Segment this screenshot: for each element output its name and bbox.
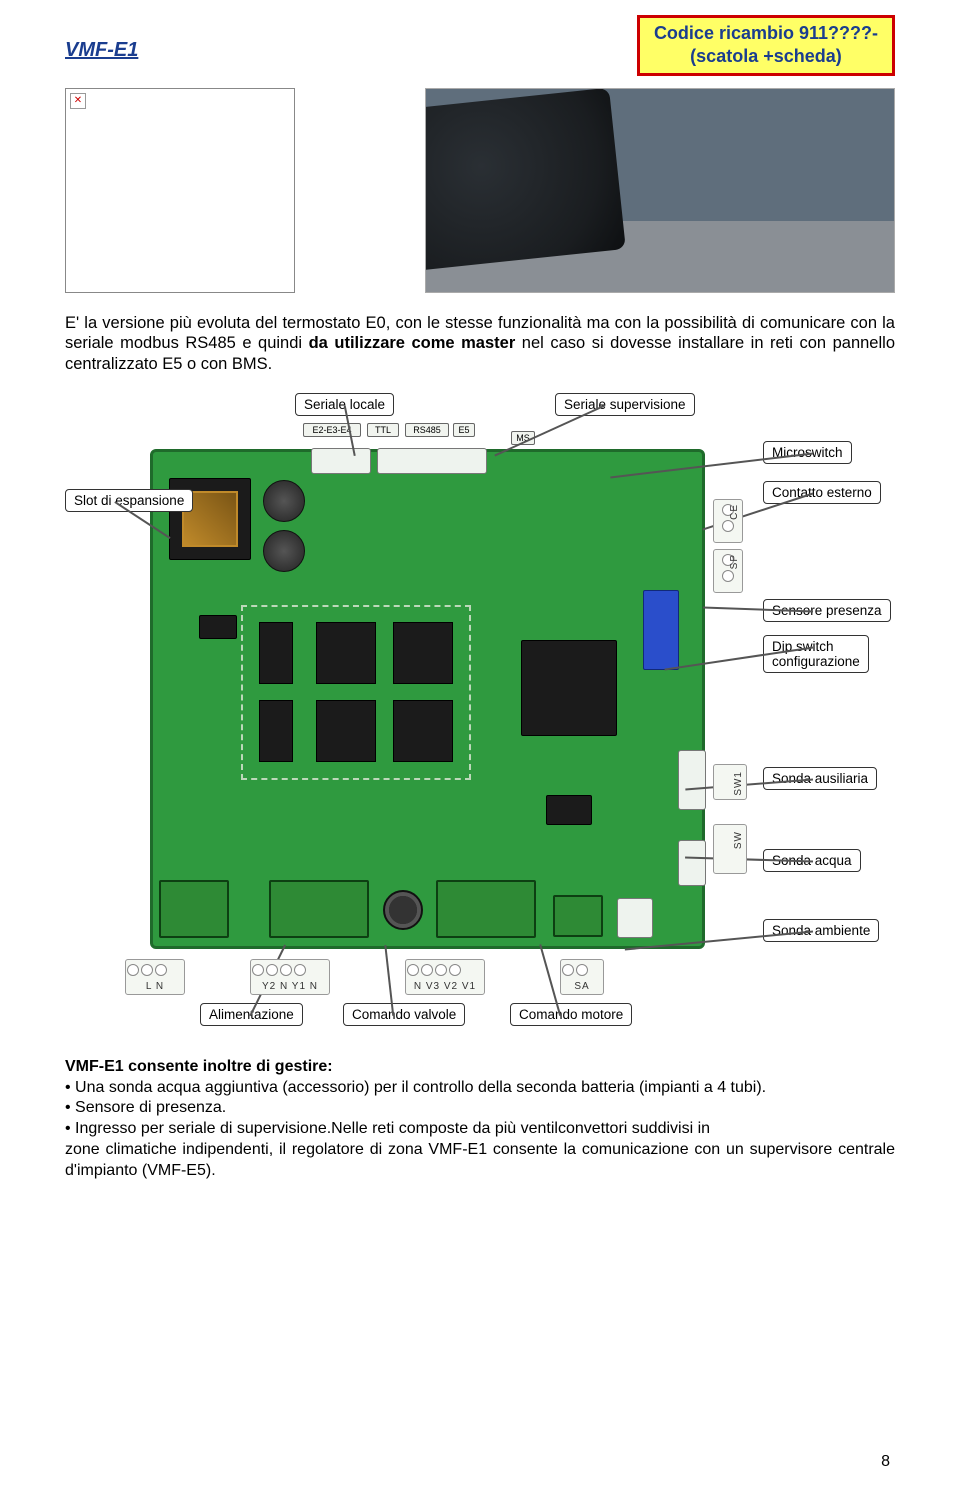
- small-ic-1: [199, 615, 237, 639]
- tail-paragraph: zone climatiche indipendenti, il regolat…: [65, 1140, 895, 1182]
- conn-ambient: [617, 898, 653, 938]
- product-photo-box-right: [425, 88, 895, 293]
- small-ic-2: [546, 795, 592, 825]
- board-callout-label: Sonda ausiliaria: [763, 767, 877, 790]
- board-callout-label: Microswitch: [763, 441, 852, 464]
- pin-header-4: [316, 700, 376, 762]
- pcb-board: [150, 449, 705, 949]
- list-item: Sensore di presenza.: [65, 1098, 895, 1119]
- part-code-box: Codice ricambio 911????- (scatola +sched…: [637, 15, 895, 76]
- code-line-2: (scatola +scheda): [654, 45, 878, 68]
- dip-switch: [643, 590, 679, 670]
- board-top-label: RS485: [405, 423, 449, 437]
- code-line-1: Codice ricambio 911????-: [654, 22, 878, 45]
- intro-paragraph: E' la versione più evoluta del termostat…: [65, 313, 895, 375]
- terminal-sa: [553, 895, 603, 937]
- pin-header-3: [316, 622, 376, 684]
- terminal-valves: [269, 880, 369, 938]
- photo-strip: [426, 160, 894, 182]
- bullet-list: Una sonda acqua aggiuntiva (accessorio) …: [65, 1078, 895, 1140]
- board-callout-label: Comando motore: [510, 1003, 632, 1026]
- board-callout-label: Slot di espansione: [65, 489, 193, 512]
- page-title: VMF-E1: [65, 39, 138, 62]
- board-top-label: TTL: [367, 423, 399, 437]
- board-top-label: E5: [453, 423, 475, 437]
- product-image-row: ✕: [65, 88, 895, 293]
- fuse: [383, 890, 423, 930]
- list-item: Ingresso per seriale di supervisione.Nel…: [65, 1119, 895, 1140]
- terminal-power: [159, 880, 229, 938]
- bottom-connector: SA: [560, 959, 604, 995]
- capacitor-2: [263, 530, 305, 572]
- conn-rs485: [377, 448, 487, 474]
- intro-bold: da utilizzare come master: [309, 334, 516, 352]
- pin-header-5: [393, 622, 453, 684]
- pin-header-1: [259, 622, 293, 684]
- board-callout-label: Seriale locale: [295, 393, 394, 416]
- conn-water: [678, 840, 706, 886]
- board-callout-label: Contatto esterno: [763, 481, 881, 504]
- right-small-connector: SW1: [713, 764, 747, 800]
- side-connector: CE: [713, 499, 743, 543]
- right-small-connector: SW: [713, 824, 747, 874]
- board-callout-label: Comando valvole: [343, 1003, 465, 1026]
- side-connector: SP: [713, 549, 743, 593]
- pin-header-2: [259, 700, 293, 762]
- header-row: VMF-E1 Codice ricambio 911????- (scatola…: [65, 15, 895, 76]
- conn-aux: [678, 750, 706, 810]
- mcu-chip: [521, 640, 617, 736]
- conn-e2e3e4: [311, 448, 371, 474]
- board-callout-label: Seriale supervisione: [555, 393, 695, 416]
- bottom-connector: N V3 V2 V1: [405, 959, 485, 995]
- capacitor-1: [263, 480, 305, 522]
- bottom-connector: L N: [125, 959, 185, 995]
- board-callout-label: Dip switchconfigurazione: [763, 635, 869, 673]
- board-top-label: E2-E3-E4: [303, 423, 361, 437]
- terminal-motor: [436, 880, 536, 938]
- product-photo-box-left: ✕: [65, 88, 295, 293]
- broken-image-icon: ✕: [70, 93, 86, 109]
- bottom-connector: Y2 N Y1 N: [250, 959, 330, 995]
- pin-header-6: [393, 700, 453, 762]
- list-heading: VMF-E1 consente inoltre di gestire:: [65, 1058, 895, 1076]
- pcb-diagram: E2-E3-E4TTLRS485E5MS Slot di espansioneS…: [65, 389, 895, 1034]
- mcu-pins: [516, 635, 622, 741]
- page-number: 8: [881, 1453, 890, 1471]
- board-callout-label: Sonda ambiente: [763, 919, 879, 942]
- list-item: Una sonda acqua aggiuntiva (accessorio) …: [65, 1078, 895, 1099]
